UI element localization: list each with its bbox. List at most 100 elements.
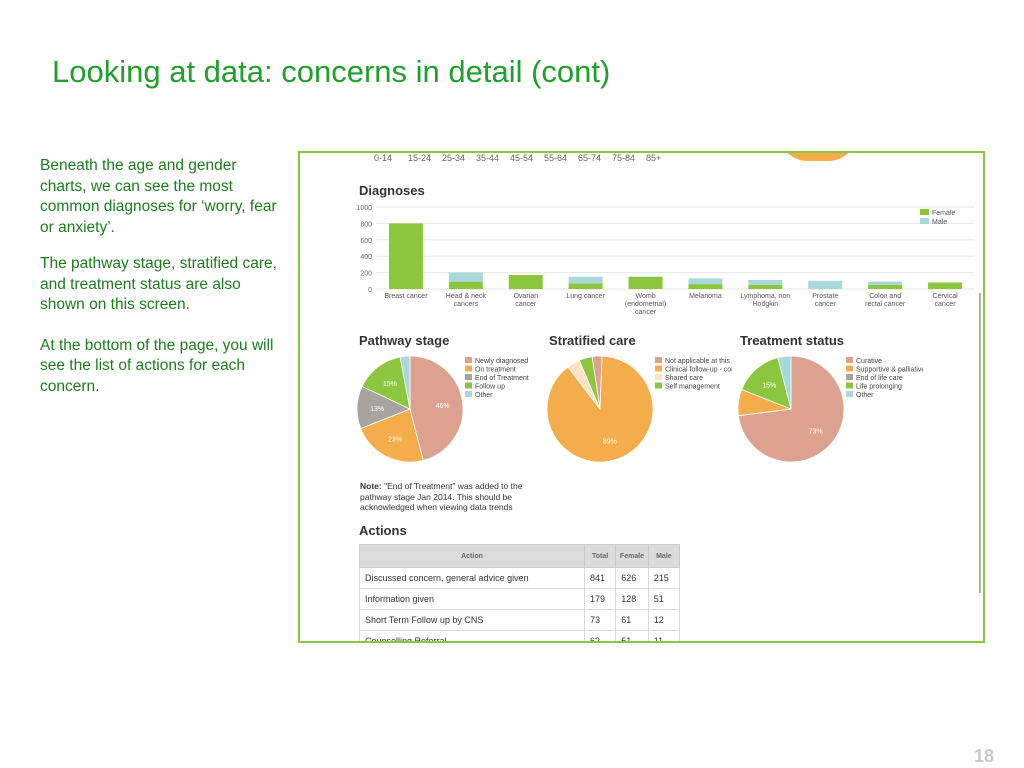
pie-slice xyxy=(741,357,792,410)
x-tick-label: Head & neck xyxy=(446,293,487,300)
age-tick: 15-24 xyxy=(408,153,432,163)
legend-swatch xyxy=(465,382,472,389)
age-tick: 75-84 xyxy=(612,153,636,163)
action-female: 626 xyxy=(615,567,649,589)
pie-slice xyxy=(409,355,464,461)
age-axis-ticks: 0-14 15-24 25-34 35-44 45-54 55-64 65-74 75-84 8… xyxy=(374,153,680,163)
legend-label: Male xyxy=(932,219,947,226)
legend-swatch xyxy=(655,357,662,363)
y-tick-label: 800 xyxy=(360,221,372,228)
action-male: 51 xyxy=(647,588,681,610)
diagnoses-bar-chart: 0 200 400 600 800 1000 Breast cancer Head & nec… xyxy=(356,205,975,316)
legend-swatch xyxy=(465,365,472,372)
legend-swatch xyxy=(846,382,853,389)
action-male: 215 xyxy=(647,567,681,589)
action-name: Information given xyxy=(359,588,585,610)
legend-swatch xyxy=(846,357,853,363)
action-name: Short Term Follow up by CNS xyxy=(359,609,585,631)
pie-legend: Curative Supportive & palliative careEnd … xyxy=(846,357,923,399)
bar-female xyxy=(448,281,483,289)
treatment-pie-chart: 73% 15% Curative Supportive & palliative ca… xyxy=(738,355,923,463)
action-total: 841 xyxy=(583,567,617,589)
age-chart-fragment xyxy=(778,153,858,161)
y-tick-label: 600 xyxy=(360,238,372,245)
bar-female xyxy=(748,284,783,289)
legend-label: Newly diagnosed xyxy=(475,358,528,365)
bar-male xyxy=(868,281,903,285)
col-female[interactable]: Female xyxy=(615,544,649,568)
legend-swatch xyxy=(920,209,929,215)
bar-female xyxy=(688,284,723,289)
pie-slice xyxy=(399,355,411,410)
bar-male xyxy=(568,276,603,284)
legend-label: Follow up xyxy=(475,384,505,391)
x-tick-label: Melanoma xyxy=(689,293,722,300)
table-row: Short Term Follow up by CNS 73 61 12 xyxy=(359,609,681,631)
pie-slice xyxy=(777,355,792,410)
x-tick-label: Lung cancer xyxy=(566,293,605,300)
pathway-pie-chart: 46% 23% 13% 15% Newly diagnosed On treatmentE… xyxy=(357,355,529,463)
legend-label: On treatment xyxy=(475,367,516,374)
col-total[interactable]: Total xyxy=(583,544,617,568)
stratified-heading: Stratified care xyxy=(549,333,636,348)
x-tick-label: Womb xyxy=(635,293,655,300)
x-tick-label: Breast cancer xyxy=(384,293,428,300)
y-tick-label: 1000 xyxy=(356,205,372,212)
legend-swatch xyxy=(465,391,472,397)
x-tick-label: Prostate xyxy=(812,293,838,300)
screenshot-frame: 0-14 15-24 25-34 35-44 45-54 55-64 65-74 75-84 8… xyxy=(298,151,985,643)
actions-heading: Actions xyxy=(359,523,407,538)
slide-title: Looking at data: concerns in detail (con… xyxy=(52,54,611,89)
pie-slice xyxy=(578,356,601,410)
legend-label: Shared care xyxy=(665,375,703,382)
x-tick-label: Cervical xyxy=(932,293,958,300)
legend-label: End of Treatment xyxy=(475,375,529,382)
action-total: 73 xyxy=(583,609,617,631)
age-tick: 0-14 xyxy=(374,153,393,163)
pie-value-label: 23% xyxy=(388,436,402,443)
legend-label: Curative xyxy=(856,358,882,365)
x-tick-label: cancer xyxy=(815,301,837,308)
pathway-note: Note: "End of Treatment" was added to th… xyxy=(360,481,550,513)
legend-label: Other xyxy=(856,392,874,399)
pie-legend: Not applicable at this pathway stage Clin… xyxy=(655,357,732,391)
action-female: 128 xyxy=(615,588,649,610)
diagnoses-legend: Female Male xyxy=(920,209,955,226)
legend-label: Not applicable at this pathway stage xyxy=(665,358,732,365)
x-tick-label: cancer xyxy=(515,301,537,308)
y-tick-label: 0 xyxy=(368,287,372,294)
age-tick: 85+ xyxy=(646,153,662,163)
legend-label: Female xyxy=(932,210,955,217)
y-tick-label: 400 xyxy=(360,254,372,261)
page-number: 18 xyxy=(973,746,994,766)
x-tick-label: cancer xyxy=(635,309,657,316)
age-tick: 45-54 xyxy=(510,153,534,163)
col-action[interactable]: Action xyxy=(359,544,585,568)
paragraph-pathway: The pathway stage, stratified care, and … xyxy=(40,255,277,313)
pie-slice xyxy=(361,356,411,410)
legend-swatch xyxy=(655,382,662,389)
action-total: 179 xyxy=(583,588,617,610)
paragraph-diagnoses: Beneath the age and gender charts, we ca… xyxy=(40,157,277,236)
bar-male xyxy=(748,279,783,285)
pathway-heading: Pathway stage xyxy=(359,333,450,348)
bar-female xyxy=(568,283,603,289)
actions-table: Action Total Female Male Discussed conce… xyxy=(359,544,681,641)
col-male[interactable]: Male xyxy=(647,544,681,568)
action-female: 61 xyxy=(615,609,649,631)
note-text: "End of Treatment" was added to the path… xyxy=(360,481,523,512)
legend-swatch xyxy=(846,365,853,372)
note-label: Note: xyxy=(360,481,382,491)
x-tick-label: cancer xyxy=(935,301,957,308)
legend-label: Clinical follow-up - consultant or nurse… xyxy=(665,367,732,374)
legend-swatch xyxy=(465,374,472,380)
pie-value-label: 13% xyxy=(370,406,384,413)
bar-male xyxy=(448,272,483,282)
legend-label: Life prolonging xyxy=(856,384,902,391)
scrollbar[interactable] xyxy=(979,293,981,593)
action-name: Counselling Referral xyxy=(359,630,585,641)
treatment-heading: Treatment status xyxy=(740,333,845,348)
legend-swatch xyxy=(846,391,853,397)
pie-value-label: 15% xyxy=(383,381,397,388)
x-tick-label: Hodgkin xyxy=(753,301,779,308)
